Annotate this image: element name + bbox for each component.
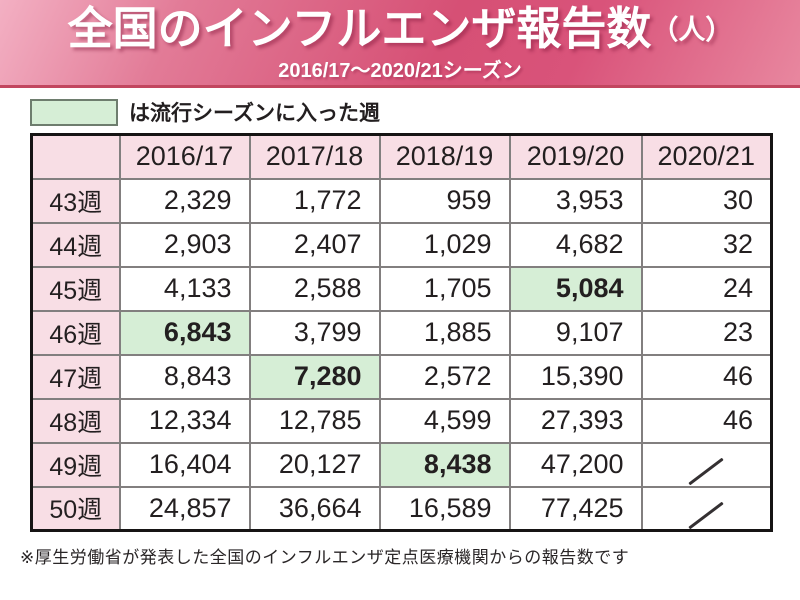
week-label: 45週 [30,265,121,312]
value-cell: 12,334 [118,397,251,444]
week-column-header [30,133,121,180]
table-header: 2016/17 2017/18 2018/19 2019/20 2020/21 [30,133,773,180]
value-cell: 1,885 [378,309,511,356]
value-cell: 4,682 [508,221,643,268]
value-cell: 32 [640,221,773,268]
table-row: 44週 2,903 2,407 1,029 4,682 32 [30,221,773,268]
value-cell: 4,133 [118,265,251,312]
value-cell: 8,843 [118,353,251,400]
season-column-header: 2018/19 [378,133,511,180]
value-cell: 3,953 [508,177,643,224]
value-cell: 24 [640,265,773,312]
value-cell: 36,664 [248,485,381,532]
value-cell: 3,799 [248,309,381,356]
week-label: 44週 [30,221,121,268]
no-data-cell [640,441,773,488]
table-row: 47週 8,843 7,280 2,572 15,390 46 [30,353,773,400]
value-cell: 9,107 [508,309,643,356]
table-row: 43週 2,329 1,772 959 3,953 30 [30,177,773,224]
value-cell: 2,903 [118,221,251,268]
season-column-header: 2016/17 [118,133,251,180]
page-title-text: 全国のインフルエンザ報告数 [67,3,652,54]
table-row: 46週 6,843 3,799 1,885 9,107 23 [30,309,773,356]
influenza-report-table: 2016/17 2017/18 2018/19 2019/20 2020/21 … [30,133,773,532]
value-cell: 46 [640,397,773,444]
value-cell: 5,084 [508,265,643,312]
value-cell: 20,127 [248,441,381,488]
no-data-slash-icon [688,457,724,485]
legend: は流行シーズンに入った週 [30,98,800,126]
table-row: 45週 4,133 2,588 1,705 5,084 24 [30,265,773,312]
season-column-header: 2020/21 [640,133,773,180]
source-footnote: ※厚生労働省が発表した全国のインフルエンザ定点医療機関からの報告数です [20,548,630,567]
no-data-cell [640,485,773,532]
value-cell: 47,200 [508,441,643,488]
table-header-row: 2016/17 2017/18 2018/19 2019/20 2020/21 [30,133,773,180]
legend-label: は流行シーズンに入った週 [129,102,380,125]
table-row: 49週 16,404 20,127 8,438 47,200 [30,441,773,488]
value-cell: 27,393 [508,397,643,444]
value-cell: 15,390 [508,353,643,400]
no-data-slash-icon [688,501,724,529]
week-label: 48週 [30,397,121,444]
title-banner: 全国のインフルエンザ報告数（人） 2016/17～2020/21シーズン [0,0,800,88]
value-cell: 7,280 [248,353,381,400]
week-label: 50週 [30,485,121,532]
value-cell: 2,329 [118,177,251,224]
week-label: 49週 [30,441,121,488]
value-cell: 1,705 [378,265,511,312]
week-label: 46週 [30,309,121,356]
value-cell: 959 [378,177,511,224]
week-label: 43週 [30,177,121,224]
page-title-unit: （人） [651,15,733,45]
table-row: 50週 24,857 36,664 16,589 77,425 [30,485,773,532]
season-column-header: 2019/20 [508,133,643,180]
table-row: 48週 12,334 12,785 4,599 27,393 46 [30,397,773,444]
value-cell: 77,425 [508,485,643,532]
value-cell: 8,438 [378,441,511,488]
value-cell: 12,785 [248,397,381,444]
value-cell: 24,857 [118,485,251,532]
table-body: 43週 2,329 1,772 959 3,953 30 44週 2,903 2,407 1,02… [30,177,773,532]
value-cell: 1,029 [378,221,511,268]
season-column-header: 2017/18 [248,133,381,180]
value-cell: 2,572 [378,353,511,400]
value-cell: 16,589 [378,485,511,532]
value-cell: 30 [640,177,773,224]
value-cell: 6,843 [118,309,251,356]
page-title: 全国のインフルエンザ報告数（人） [0,0,800,52]
value-cell: 23 [640,309,773,356]
value-cell: 2,407 [248,221,381,268]
value-cell: 16,404 [118,441,251,488]
week-label: 47週 [30,353,121,400]
value-cell: 2,588 [248,265,381,312]
value-cell: 1,772 [248,177,381,224]
page-subtitle: 2016/17～2020/21シーズン [278,60,522,83]
value-cell: 46 [640,353,773,400]
value-cell: 4,599 [378,397,511,444]
legend-swatch [30,98,118,126]
